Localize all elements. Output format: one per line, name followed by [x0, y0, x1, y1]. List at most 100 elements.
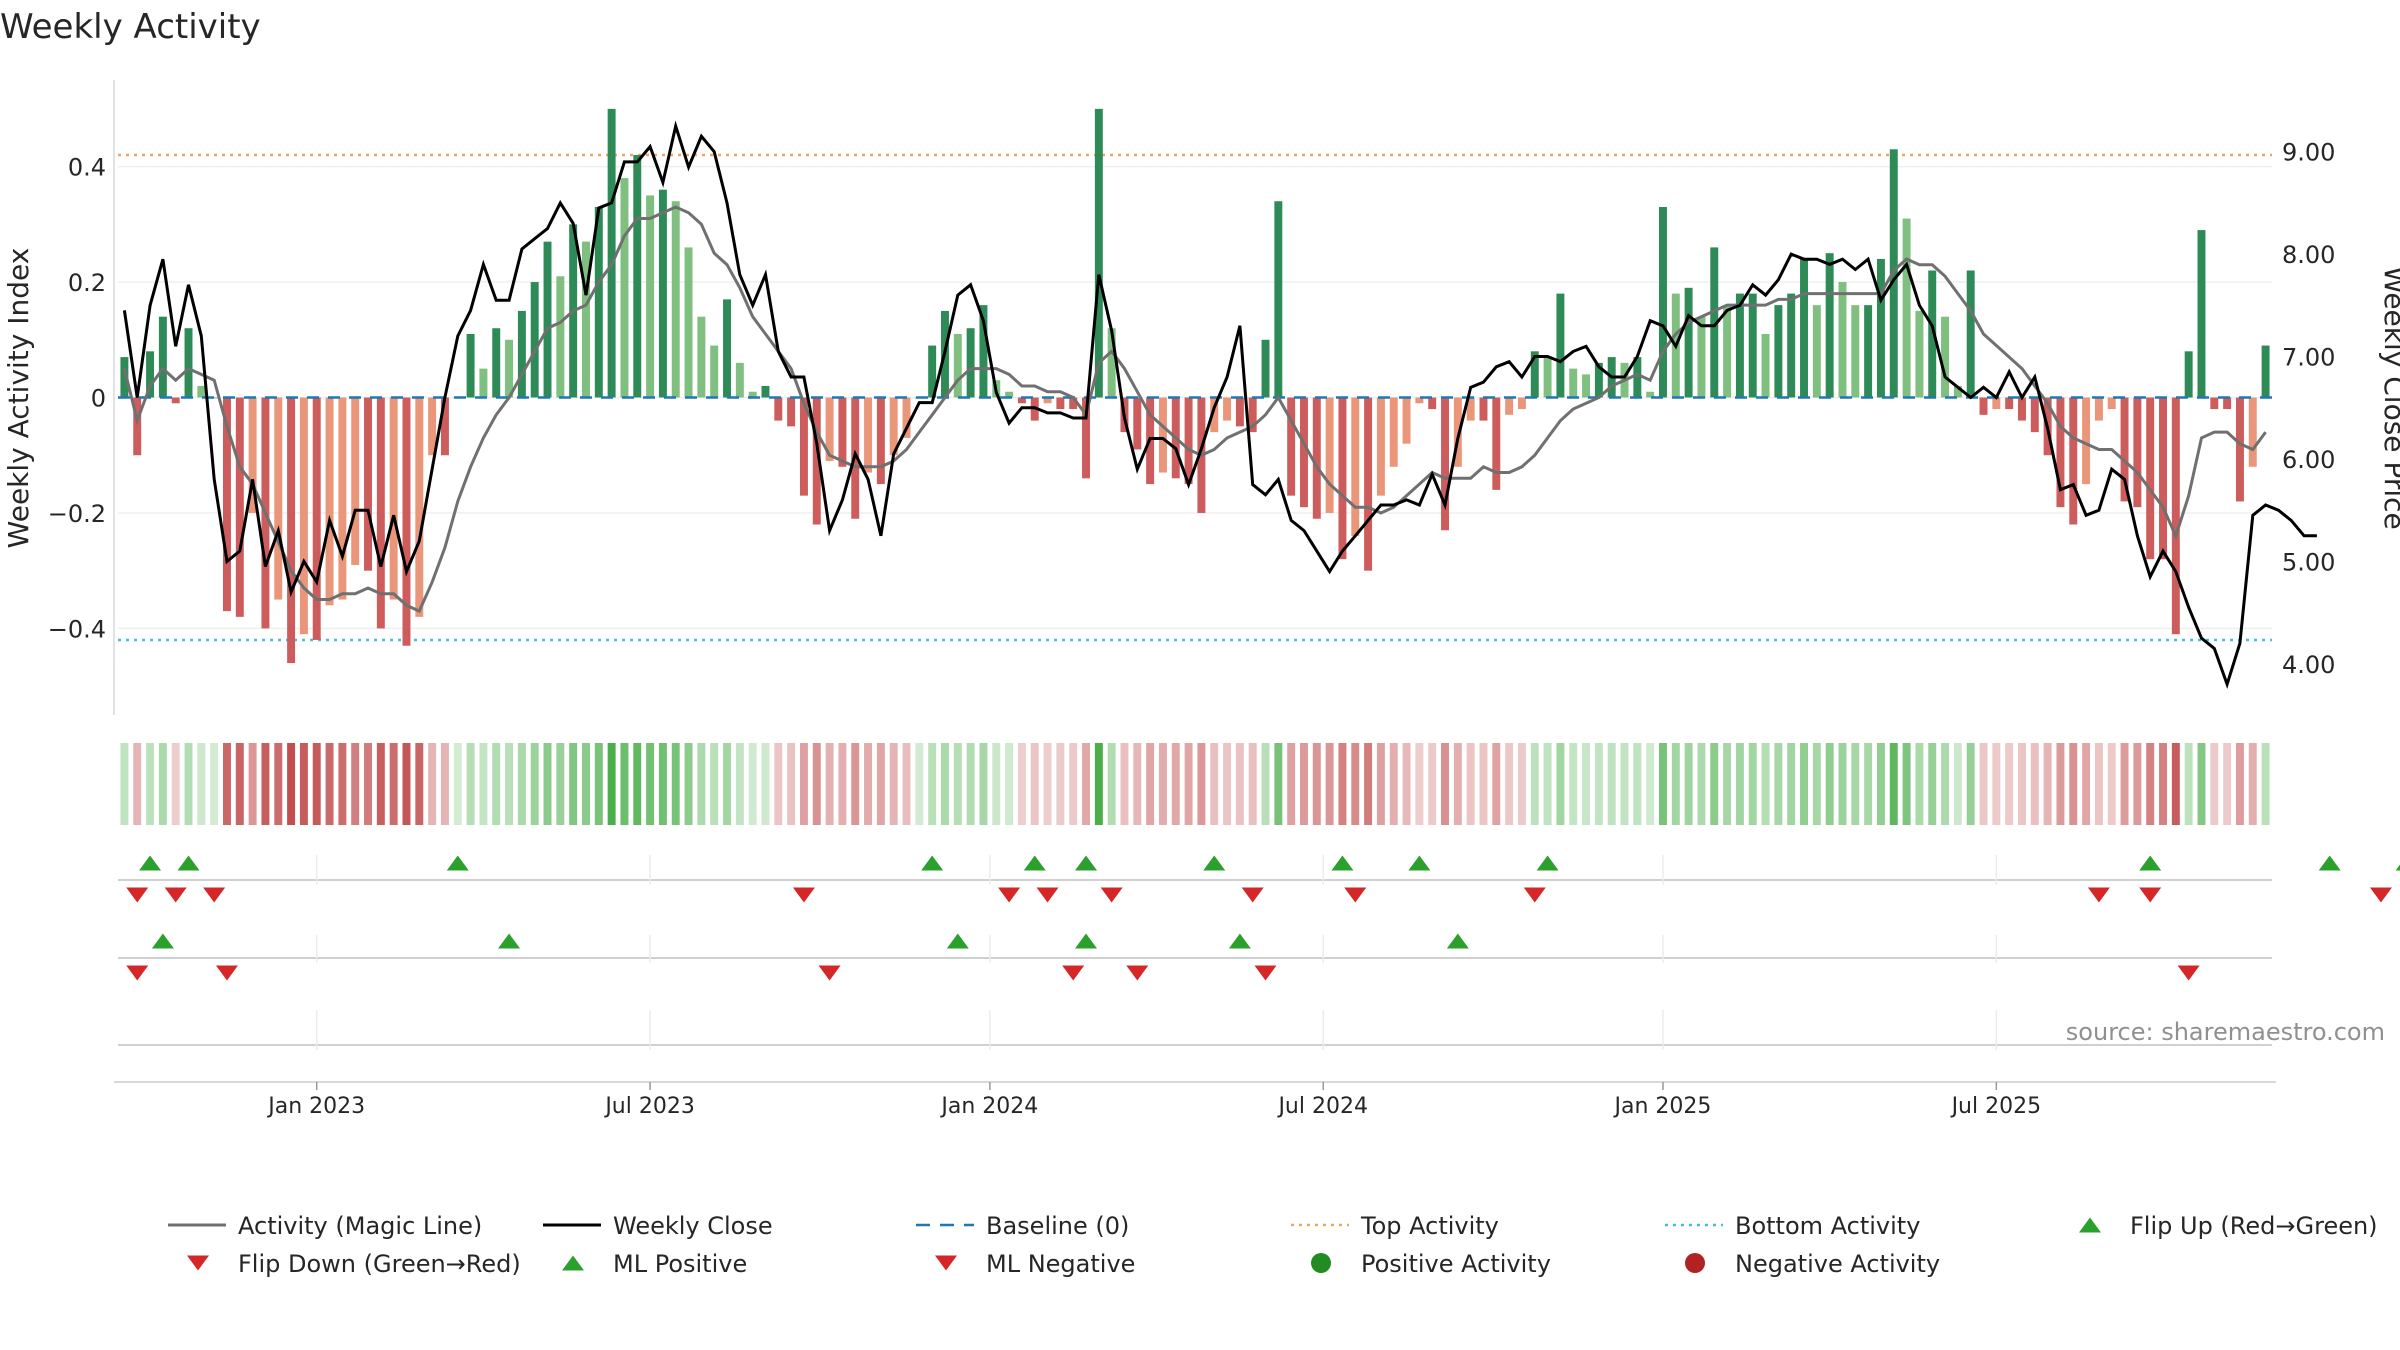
strip-cell [1492, 743, 1501, 825]
flip-down-marker [1100, 887, 1123, 903]
strip-cell [543, 743, 552, 825]
activity-bar [517, 310, 526, 398]
activity-bar [1017, 397, 1026, 404]
activity-bar [402, 397, 411, 646]
strip-cell [1902, 743, 1911, 825]
activity-bar [1184, 397, 1193, 485]
strip-cell [2107, 743, 2116, 825]
strip-cell [312, 743, 321, 825]
strip-cell [1364, 743, 1373, 825]
activity-bar [1864, 305, 1873, 398]
activity-bar [1325, 397, 1334, 513]
strip-cell [1633, 743, 1642, 825]
ml-negative-marker [1126, 965, 1149, 981]
chart-title: Weekly Activity [0, 7, 261, 47]
flip-up-marker [446, 855, 469, 871]
legend-label: Bottom Activity [1735, 1212, 1920, 1240]
series-lines [118, 120, 2317, 690]
strip-cell [1274, 743, 1283, 825]
activity-bar [2094, 397, 2103, 421]
activity-bar [158, 316, 167, 398]
strip-cell [1094, 743, 1103, 825]
activity-bar [1774, 305, 1783, 398]
activity-bar [979, 305, 988, 398]
strip-cell [1723, 743, 1732, 825]
activity-bar [235, 397, 244, 617]
strip-cell [1697, 743, 1706, 825]
strip-cell [492, 743, 501, 825]
activity-bar [1223, 397, 1232, 421]
legend-label: Negative Activity [1735, 1250, 1940, 1278]
activity-bar [1312, 397, 1321, 519]
activity-bar [812, 397, 821, 525]
activity-bar [299, 397, 308, 635]
flip-down-marker [164, 887, 187, 903]
strip-cell [440, 743, 449, 825]
activity-bar [787, 397, 796, 427]
strip-cell [120, 743, 129, 825]
strip-cell [479, 743, 488, 825]
activity-bar [1787, 293, 1796, 398]
activity-bar [2030, 397, 2039, 433]
strip-cell [1030, 743, 1039, 825]
activity-bar [1274, 201, 1283, 398]
strip-cell [517, 743, 526, 825]
strip-cell [1133, 743, 1142, 825]
activity-bar [2210, 397, 2219, 410]
strip-cell [184, 743, 193, 825]
activity-bar [1082, 397, 1090, 479]
activity-bar [761, 385, 770, 398]
strip-cell [684, 743, 693, 825]
activity-bar [1402, 397, 1411, 444]
legend-item: Positive Activity [1311, 1250, 1551, 1278]
activity-bar [120, 357, 129, 398]
activity-bar [1825, 253, 1834, 398]
activity-bar [671, 201, 680, 398]
strip-cell [902, 743, 911, 825]
activity-bar [2120, 397, 2129, 502]
strip-cell [979, 743, 988, 825]
axis-ticks: 0.4 0.2 0 −0.2 −0.4 9.00 8.00 7.00 6.00 5.00 4.00 J… [48, 139, 2336, 1119]
strip-cell [1941, 743, 1950, 825]
ml-positive-marker [946, 933, 969, 949]
activity-bar [889, 397, 898, 456]
x-tick-label: Jul 2025 [1950, 1094, 2042, 1119]
strip-cell [1171, 743, 1180, 825]
left-tick-label: 0.2 [68, 269, 106, 297]
legend-item: Top Activity [1291, 1212, 1499, 1240]
activity-bar [1005, 391, 1014, 398]
activity-bar [1479, 397, 1488, 421]
activity-bar [1261, 339, 1270, 398]
strip-cell [1838, 743, 1847, 825]
strip-cell [1735, 743, 1744, 825]
strip-cell [889, 743, 898, 825]
strip-cell [2261, 743, 2270, 825]
activity-bar [1556, 293, 1565, 398]
activity-bar [415, 397, 424, 617]
left-tick-label: 0.4 [68, 154, 106, 182]
activity-bar [351, 397, 360, 565]
strip-cell [1569, 743, 1578, 825]
strip-cell [2197, 743, 2206, 825]
strip-cell [966, 743, 975, 825]
activity-bar [2069, 397, 2078, 525]
activity-bar [338, 397, 347, 600]
activity-bar [928, 345, 937, 398]
strip-cell [1210, 743, 1219, 825]
legend-item: Activity (Magic Line) [168, 1212, 482, 1240]
activity-bar [133, 397, 142, 456]
activity-bar [1800, 258, 1808, 398]
activity-bar [1441, 397, 1449, 531]
activity-bar [697, 316, 706, 398]
activity-bar [620, 178, 629, 398]
x-tick-label: Jul 2024 [1276, 1094, 1368, 1119]
strip-cell [223, 743, 231, 825]
signal-markers [126, 855, 2400, 981]
activity-bar [466, 334, 475, 398]
strip-cell [799, 743, 808, 825]
legend-label: ML Negative [986, 1250, 1135, 1278]
strip-cell [825, 743, 834, 825]
activity-bar [902, 397, 911, 438]
strip-cell [928, 743, 937, 825]
activity-bar [607, 108, 616, 398]
